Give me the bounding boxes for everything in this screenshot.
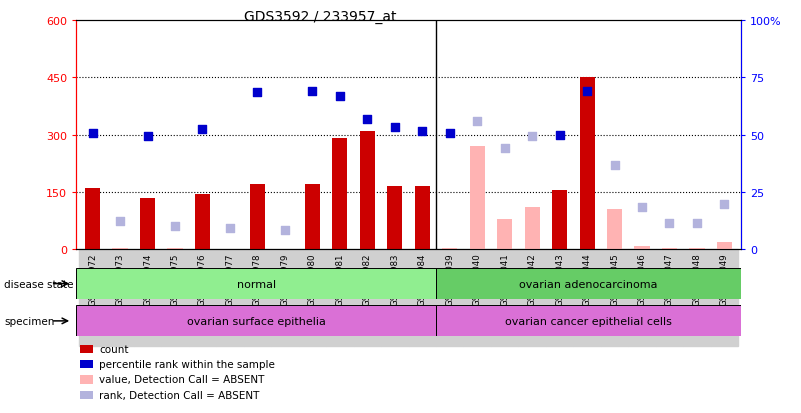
- Text: ovarian adenocarcinoma: ovarian adenocarcinoma: [519, 279, 658, 289]
- Point: [663, 220, 676, 226]
- Bar: [85, 189, 100, 250]
- Bar: [195, 195, 210, 250]
- Point: [87, 130, 99, 137]
- Bar: [717, 242, 732, 250]
- Point: [498, 145, 511, 152]
- Bar: [387, 187, 402, 250]
- Bar: [381, 250, 409, 346]
- Bar: [491, 250, 518, 346]
- Bar: [189, 250, 216, 346]
- Bar: [409, 250, 436, 346]
- Point: [196, 126, 209, 133]
- FancyBboxPatch shape: [76, 268, 437, 299]
- Bar: [710, 250, 739, 346]
- Point: [416, 128, 429, 135]
- Bar: [112, 248, 127, 250]
- Point: [718, 201, 731, 207]
- Point: [333, 94, 346, 100]
- Bar: [216, 250, 244, 346]
- Bar: [326, 250, 353, 346]
- Text: ovarian surface epithelia: ovarian surface epithelia: [187, 316, 325, 326]
- Point: [525, 134, 538, 140]
- Point: [690, 220, 703, 226]
- Point: [553, 132, 566, 139]
- Point: [361, 116, 374, 123]
- Text: GDS3592 / 233957_at: GDS3592 / 233957_at: [244, 10, 396, 24]
- Point: [388, 124, 401, 131]
- Text: disease state: disease state: [4, 279, 74, 289]
- Bar: [464, 250, 491, 346]
- Bar: [436, 250, 464, 346]
- Point: [471, 119, 484, 125]
- Bar: [353, 250, 381, 346]
- Bar: [574, 250, 601, 346]
- Bar: [305, 185, 320, 250]
- Bar: [628, 250, 656, 346]
- Text: specimen: specimen: [4, 316, 54, 326]
- Bar: [442, 248, 457, 250]
- Bar: [415, 187, 430, 250]
- Bar: [332, 139, 348, 250]
- Text: percentile rank within the sample: percentile rank within the sample: [99, 359, 276, 369]
- Text: normal: normal: [236, 279, 276, 289]
- FancyBboxPatch shape: [76, 306, 437, 337]
- Bar: [140, 198, 155, 250]
- Point: [223, 225, 236, 232]
- Point: [251, 90, 264, 97]
- Bar: [656, 250, 683, 346]
- Bar: [167, 248, 183, 250]
- Text: count: count: [99, 344, 129, 354]
- Bar: [580, 78, 594, 250]
- Bar: [78, 250, 107, 346]
- Point: [168, 224, 181, 230]
- Bar: [545, 250, 574, 346]
- Bar: [525, 208, 540, 250]
- Bar: [134, 250, 161, 346]
- Bar: [250, 185, 265, 250]
- Bar: [469, 147, 485, 250]
- Point: [114, 218, 127, 225]
- Point: [306, 88, 319, 95]
- Bar: [518, 250, 545, 346]
- Point: [443, 130, 456, 137]
- Bar: [662, 248, 677, 250]
- Bar: [360, 131, 375, 250]
- Bar: [683, 250, 710, 346]
- Bar: [272, 250, 299, 346]
- Bar: [161, 250, 189, 346]
- Bar: [601, 250, 628, 346]
- Text: ovarian cancer epithelial cells: ovarian cancer epithelial cells: [505, 316, 672, 326]
- Bar: [244, 250, 272, 346]
- Text: rank, Detection Call = ABSENT: rank, Detection Call = ABSENT: [99, 390, 260, 400]
- FancyBboxPatch shape: [437, 306, 741, 337]
- Bar: [497, 219, 512, 250]
- Bar: [552, 191, 567, 250]
- Text: value, Detection Call = ABSENT: value, Detection Call = ABSENT: [99, 375, 264, 385]
- Point: [141, 134, 154, 140]
- Bar: [690, 248, 705, 250]
- FancyBboxPatch shape: [437, 268, 741, 299]
- Bar: [107, 250, 134, 346]
- Bar: [607, 210, 622, 250]
- Point: [279, 228, 292, 234]
- Point: [581, 88, 594, 95]
- Point: [608, 162, 621, 169]
- Bar: [634, 246, 650, 250]
- Point: [636, 204, 649, 211]
- Bar: [299, 250, 326, 346]
